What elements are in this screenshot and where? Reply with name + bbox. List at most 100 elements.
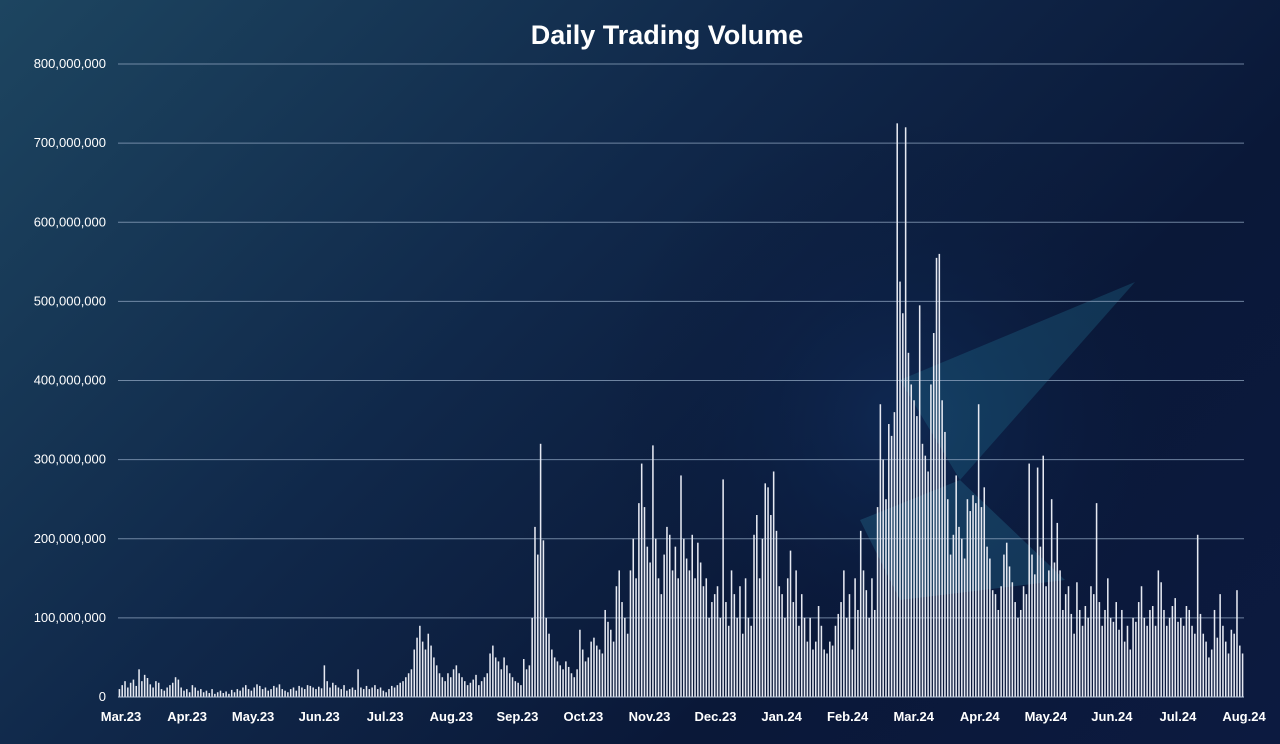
volume-bar [638,503,640,697]
y-axis-tick-labels: 0 100,000,000 200,000,000 300,000,000 400,00… [34,56,106,704]
volume-bar [1196,534,1199,697]
volume-bar [382,690,385,697]
volume-bar [612,641,615,697]
volume-bar [1185,606,1188,697]
volume-bar [1224,641,1227,697]
volume-bar [1045,586,1047,697]
y-tick-label: 700,000,000 [34,135,106,150]
volume-bar [186,689,188,697]
x-tick-label: Mar.24 [893,709,934,724]
x-tick-label: Feb.24 [827,709,869,724]
volume-bar [483,677,486,697]
volume-bar [211,689,213,697]
volume-bar [306,685,309,697]
volume-bar [362,689,365,697]
volume-bar [202,692,205,697]
volume-bar [559,665,562,697]
volume-bar [141,681,143,697]
volume-bar [1182,625,1185,697]
volume-bar [351,687,354,697]
volume-bar [337,687,340,697]
volume-bar [1042,455,1044,697]
volume-bar [809,617,811,698]
volume-bar [444,681,446,697]
volume-bar [1180,617,1182,698]
volume-bar [727,625,730,697]
volume-bar [1166,625,1168,697]
volume-bar [171,682,174,697]
volume-bar [910,384,913,697]
volume-bar [854,578,856,697]
volume-bar [419,625,421,697]
volume-bar [621,602,623,697]
volume-bar [553,657,556,697]
volume-bar [267,690,269,697]
volume-bar [396,685,399,697]
volume-bar [1168,617,1171,698]
volume-bar [1171,606,1174,697]
volume-bar [629,570,632,697]
bar-series [118,123,1244,698]
volume-bar [365,685,368,697]
volume-bar [660,594,663,697]
volume-bar [786,578,789,697]
volume-bar [857,609,859,697]
volume-bar [1222,625,1224,697]
volume-bar [385,692,387,697]
volume-bar [458,673,460,697]
volume-bar [346,690,348,697]
volume-bar [1151,606,1154,697]
volume-bar [1233,633,1235,697]
volume-bar [127,687,129,697]
volume-bar [885,499,887,697]
volume-bar [944,431,946,697]
volume-bar [683,538,685,697]
volume-bar [1135,621,1137,697]
volume-bar [522,659,525,697]
volume-bar [733,594,736,697]
volume-bar [1059,570,1061,697]
y-tick-label: 100,000,000 [34,610,106,625]
volume-bar [697,542,699,697]
volume-bar [1208,657,1210,697]
volume-bar [713,594,716,697]
volume-bar [531,617,533,698]
volume-bar [798,625,800,697]
volume-bar [1087,617,1089,698]
volume-bar [576,669,578,697]
volume-bar [1064,594,1067,697]
volume-bar [1081,625,1084,697]
volume-bar [1121,609,1123,697]
volume-bar [843,570,845,697]
volume-bar [848,594,851,697]
volume-bar [449,677,452,697]
volume-bar [815,641,817,697]
volume-bar [525,669,528,697]
volume-bar [506,665,508,697]
volume-bar [1093,594,1095,697]
volume-bar [618,570,620,697]
volume-bar [983,487,986,697]
volume-bar [528,665,531,697]
volume-bar [354,689,357,697]
volume-bar [756,515,758,697]
volume-bar [685,558,688,697]
volume-bar [233,692,236,697]
volume-bar [1115,602,1117,697]
volume-bar [497,661,500,697]
volume-bar [500,669,503,697]
volume-bar [155,681,157,697]
volume-bar [1019,609,1022,697]
volume-bar [332,682,334,697]
x-tick-label: Nov.23 [629,709,671,724]
volume-bar [812,649,814,697]
volume-bar [632,538,635,697]
volume-bar [1000,586,1002,697]
volume-bar [177,679,180,697]
volume-bar [455,665,458,697]
volume-bar [1129,649,1132,697]
volume-bar [1191,625,1193,697]
volume-bar [371,687,373,697]
volume-bar [840,602,842,697]
volume-bar [1154,625,1157,697]
